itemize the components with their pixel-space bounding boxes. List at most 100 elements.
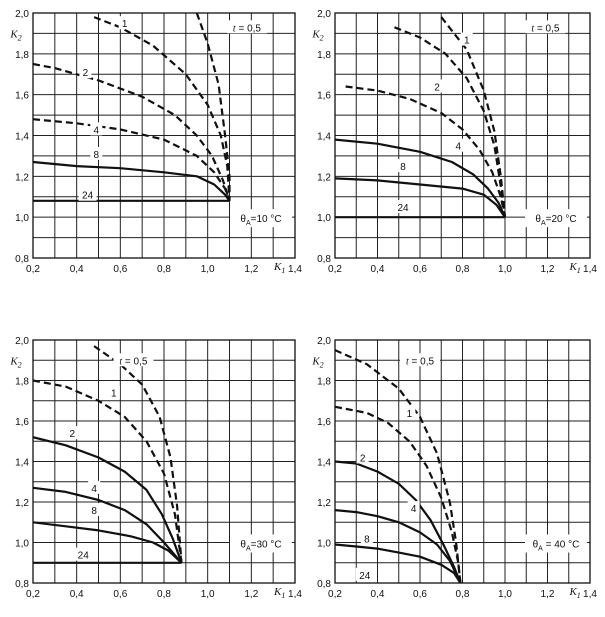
series-line	[195, 13, 231, 201]
y-tick-label: 1,2	[317, 172, 331, 183]
curve-label-bg	[113, 353, 154, 367]
y-tick-label: 1,6	[317, 417, 331, 428]
y-tick-label: 1,4	[15, 132, 29, 143]
series-line	[345, 85, 507, 218]
series-line	[335, 509, 462, 583]
curve-label: t = 0,5	[406, 356, 435, 367]
x-tick-label: 1,0	[201, 264, 215, 275]
curve-label: 24	[78, 551, 90, 562]
y-tick-label: 1,4	[15, 458, 29, 469]
annotation-box	[230, 209, 292, 228]
curve-label: 24	[397, 203, 409, 214]
curve-label-bg	[356, 450, 369, 464]
y-tick-label: 1,6	[15, 91, 29, 102]
x-tick-label: 1,4	[288, 264, 302, 275]
x-tick-label: 0,2	[26, 264, 40, 275]
curve-label-bg	[74, 547, 93, 561]
y-tick-label: 1,0	[15, 539, 29, 550]
x-tick-label: 1,0	[498, 589, 512, 600]
curve-label-bg	[355, 567, 374, 581]
x-tick-label: 0,8	[157, 589, 171, 600]
x-tick-label: 0,2	[328, 264, 342, 275]
curve-label-bg	[407, 501, 420, 515]
x-tick-label: 0,8	[456, 264, 470, 275]
series-line	[93, 345, 183, 563]
y-axis-label: K2	[9, 28, 21, 42]
x-tick-label: 1,4	[583, 264, 597, 275]
curve-label: 4	[455, 142, 461, 153]
y-axis-label: K2	[311, 28, 323, 42]
curve-label-bg	[79, 65, 92, 79]
curve-label-bg	[431, 79, 443, 93]
x-axis-label: K1	[273, 586, 285, 600]
annotation-box	[525, 209, 587, 228]
series-line	[33, 521, 183, 564]
curve-label: 2	[434, 83, 440, 94]
curve-label: 2	[360, 453, 366, 464]
x-tick-label: 1,0	[498, 264, 512, 275]
curve-label: t = 0,5	[531, 23, 560, 34]
y-tick-label: 1,6	[317, 91, 331, 102]
plot-frame	[32, 339, 296, 584]
y-tick-label: 2,0	[15, 336, 29, 347]
plot-frame	[334, 12, 591, 259]
curve-label-bg	[452, 138, 465, 152]
y-axis-label: K2	[311, 355, 323, 369]
theta-annotation: θA=20 °C	[535, 214, 576, 227]
curve-label-bg	[394, 199, 412, 213]
curve-label-bg	[66, 426, 79, 440]
y-axis-label: K2	[9, 355, 21, 369]
curve-label-bg	[90, 122, 103, 136]
curve-label-bg	[118, 16, 131, 30]
curve-label: 8	[364, 534, 370, 545]
y-tick-label: 0,8	[15, 254, 29, 265]
curve-label: 8	[400, 162, 406, 173]
curve-label-bg	[88, 503, 101, 517]
curve-label: 4	[91, 484, 97, 495]
y-tick-label: 1,2	[15, 172, 29, 183]
y-tick-label: 2,0	[15, 9, 29, 20]
series-line	[33, 160, 231, 202]
series-line	[33, 486, 183, 564]
x-tick-label: 1,0	[201, 589, 215, 600]
plot-frame	[32, 12, 296, 259]
series-line	[335, 349, 462, 583]
x-tick-label: 1,2	[244, 589, 258, 600]
x-tick-label: 0,4	[70, 264, 84, 275]
x-tick-label: 1,2	[541, 264, 555, 275]
x-tick-label: 0,6	[413, 264, 427, 275]
curve-label-bg	[460, 32, 473, 46]
y-tick-label: 1,2	[317, 498, 331, 509]
annotation-box	[525, 534, 587, 553]
curve-label-bg	[397, 159, 409, 173]
x-tick-label: 0,4	[70, 589, 84, 600]
series-line	[93, 16, 231, 201]
y-tick-label: 0,8	[15, 579, 29, 590]
x-tick-label: 1,4	[288, 589, 302, 600]
series-line	[335, 405, 462, 583]
x-tick-label: 0,8	[456, 589, 470, 600]
x-tick-label: 0,2	[328, 589, 342, 600]
y-tick-label: 2,0	[317, 336, 331, 347]
y-tick-label: 1,8	[317, 377, 331, 388]
x-tick-label: 1,2	[244, 264, 258, 275]
series-line	[335, 460, 462, 583]
curve-label: t = 0,5	[233, 23, 262, 34]
curve-label: 2	[70, 429, 76, 440]
curve-label-bg	[525, 20, 566, 34]
series-line	[33, 436, 183, 564]
y-tick-label: 1,4	[317, 458, 331, 469]
chart-panel-4: 0,2 0,4 0,6 0,8 1,0 1,2 1,4 0,8 1,0 1,2 1,4 1,6 1,8 2…	[311, 336, 597, 600]
curve-label: 4	[411, 504, 417, 515]
curve-label-bg	[78, 187, 97, 201]
x-tick-label: 1,2	[541, 589, 555, 600]
curve-label: 1	[111, 389, 117, 400]
curve-label: 24	[82, 191, 94, 202]
series-line	[335, 177, 506, 218]
series-line	[335, 543, 462, 583]
x-tick-label: 0,6	[113, 589, 127, 600]
theta-annotation: θA=30 °C	[240, 540, 281, 553]
y-tick-label: 0,8	[317, 254, 331, 265]
curve-label-bg	[400, 353, 440, 367]
x-tick-label: 0,4	[371, 589, 385, 600]
